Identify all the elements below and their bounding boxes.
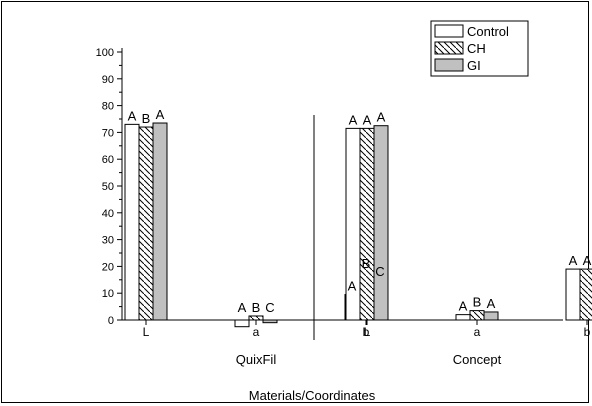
y-tick-label: 90 <box>102 74 114 86</box>
significance-letter: A <box>349 112 358 127</box>
significance-letter: A <box>128 108 137 123</box>
category-label: b <box>363 325 370 339</box>
significance-letter: C <box>265 300 274 315</box>
group-label-quixfil: QuixFil <box>236 352 277 367</box>
category-label: a <box>253 325 260 339</box>
group-label-concept: Concept <box>453 352 502 367</box>
significance-letter: A <box>569 253 578 268</box>
category-label: b <box>584 325 591 339</box>
y-tick-label: 100 <box>96 47 114 59</box>
significance-letter: A <box>377 110 386 125</box>
labels: ABALABCaABCbQuixFilAAALABAaAABbConceptMa… <box>128 107 592 403</box>
bar-concept-L-ch <box>359 127 375 321</box>
legend-label-gi: GI <box>467 58 481 73</box>
bar-concept-L-gi <box>373 125 389 321</box>
legend-swatch-ch <box>434 41 464 55</box>
significance-letter: B <box>473 295 482 310</box>
y-tick-label: 80 <box>102 101 114 113</box>
category-label: a <box>474 325 481 339</box>
significance-letter: B <box>362 256 371 271</box>
y-tick-label: 0 <box>108 315 114 327</box>
category-label: L <box>364 325 371 339</box>
significance-letter: A <box>156 107 165 122</box>
bar-concept-a-ch <box>469 310 485 321</box>
legend: Control CH GI <box>430 20 529 77</box>
significance-letter: C <box>375 264 384 279</box>
y-tick-label: 50 <box>102 181 114 193</box>
y-tick-label: 20 <box>102 261 114 273</box>
bar-quixfil-L-ch <box>138 126 154 321</box>
bar-quixfil-L-control <box>124 123 140 321</box>
significance-letter: A <box>363 112 372 127</box>
y-tick-label: 30 <box>102 235 114 247</box>
significance-letter: B <box>252 300 261 315</box>
bar-concept-a-control <box>455 314 471 321</box>
significance-letter: B <box>142 111 151 126</box>
bar-quixfil-a-control <box>234 319 250 328</box>
legend-swatch-gi <box>434 58 464 72</box>
bar-concept-b-ch <box>579 268 592 321</box>
legend-label-ch: CH <box>467 41 486 56</box>
bar-quixfil-a-gi <box>262 319 278 324</box>
bars <box>124 122 592 328</box>
y-tick-label: 40 <box>102 208 114 220</box>
significance-letter: A <box>238 300 247 315</box>
y-tick-label: 70 <box>102 127 114 139</box>
significance-letter: A <box>348 279 357 294</box>
legend-label-control: Control <box>467 24 509 39</box>
bar-quixfil-a-ch <box>248 315 264 321</box>
significance-letter: A <box>459 299 468 314</box>
category-label: L <box>143 325 150 339</box>
significance-letter: A <box>583 253 592 268</box>
x-axis-title: Materials/Coordinates <box>249 388 376 403</box>
legend-swatch-control <box>434 24 464 38</box>
axes: 0 10 20 30 40 50 60 70 80 90 100 <box>96 47 588 340</box>
significance-letter: A <box>487 296 496 311</box>
bar-concept-b-control <box>565 268 581 321</box>
bar-quixfil-L-gi <box>152 122 168 321</box>
y-tick-label: 10 <box>102 288 114 300</box>
bar-concept-a-gi <box>483 311 499 321</box>
y-tick-label: 60 <box>102 154 114 166</box>
